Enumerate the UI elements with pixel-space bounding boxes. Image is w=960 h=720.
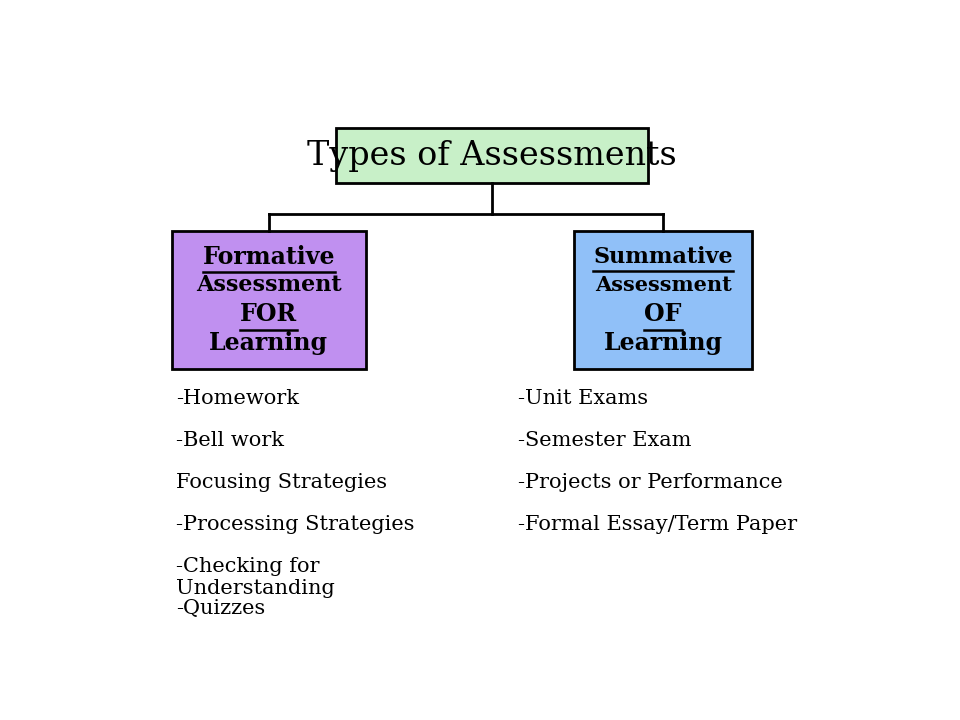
Text: -Homework: -Homework <box>176 389 299 408</box>
Text: OF: OF <box>644 302 682 326</box>
Text: -Processing Strategies: -Processing Strategies <box>176 515 415 534</box>
Text: FOR: FOR <box>240 302 298 326</box>
Text: -Projects or Performance: -Projects or Performance <box>518 473 782 492</box>
Text: Types of Assessments: Types of Assessments <box>307 140 677 171</box>
Text: -Bell work: -Bell work <box>176 431 284 450</box>
FancyBboxPatch shape <box>172 230 366 369</box>
FancyBboxPatch shape <box>574 230 753 369</box>
Text: Assessment: Assessment <box>196 274 342 297</box>
FancyBboxPatch shape <box>336 128 648 184</box>
Text: Learning: Learning <box>209 331 328 355</box>
Text: -Unit Exams: -Unit Exams <box>518 389 648 408</box>
Text: -Checking for
Understanding: -Checking for Understanding <box>176 557 334 598</box>
Text: Assessment: Assessment <box>595 276 732 295</box>
Text: -Formal Essay/Term Paper: -Formal Essay/Term Paper <box>518 515 797 534</box>
Text: Summative: Summative <box>593 246 732 268</box>
Text: Focusing Strategies: Focusing Strategies <box>176 473 387 492</box>
Text: Formative: Formative <box>203 245 335 269</box>
Text: Learning: Learning <box>604 331 723 355</box>
Text: -Quizzes: -Quizzes <box>176 599 265 618</box>
Text: -Semester Exam: -Semester Exam <box>518 431 691 450</box>
